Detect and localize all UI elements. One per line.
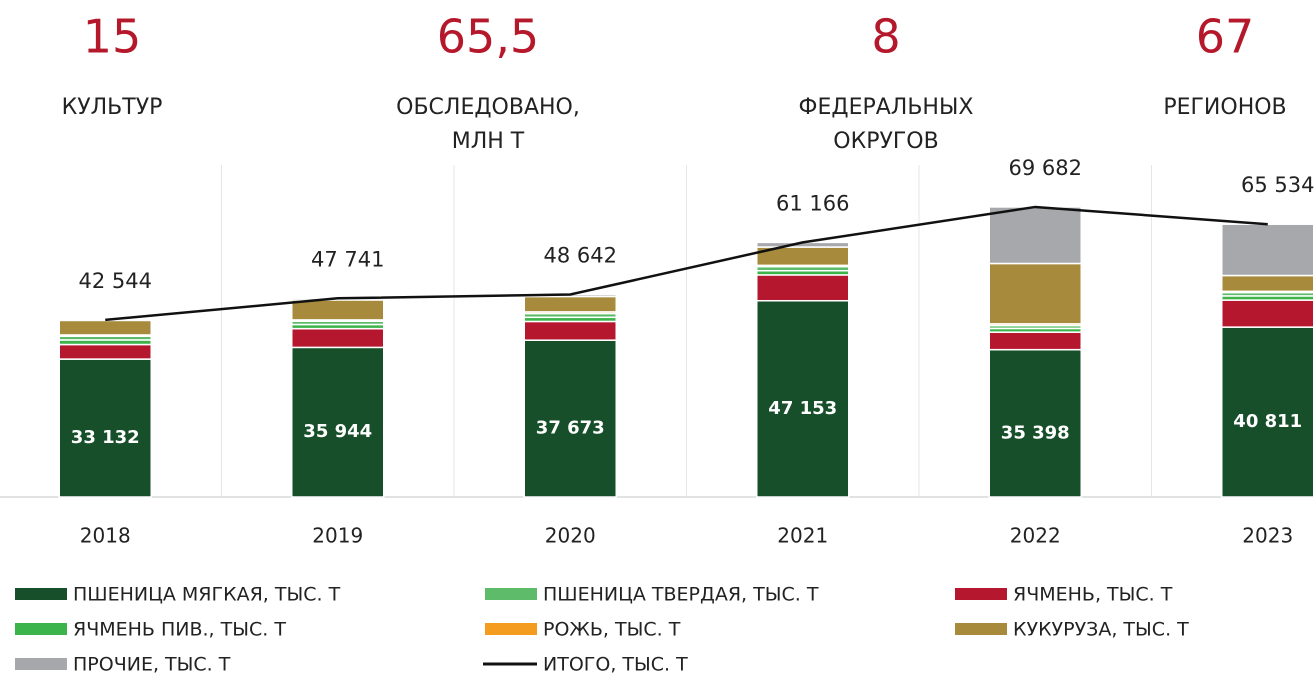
bar-segment (291, 299, 385, 321)
x-tick-label: 2022 (1010, 524, 1061, 548)
bar-segment (291, 327, 385, 349)
legend-swatch (955, 623, 1007, 635)
legend-label: ЯЧМЕНЬ ПИВ., ТЫС. Т (73, 619, 286, 641)
data-label: 40 811 (1233, 411, 1302, 432)
x-tick-label: 2019 (312, 524, 363, 548)
total-line (105, 205, 1268, 322)
stat-label: ФЕДЕРАЛЬНЫХ ОКРУГОВ (799, 95, 974, 154)
total-label: 61 166 (776, 191, 849, 215)
legend-label: ЯЧМЕНЬ, ТЫС. Т (1013, 584, 1173, 606)
bar-segment (58, 358, 152, 498)
legend-swatch (15, 658, 67, 670)
bar-segment (988, 331, 1082, 351)
x-tick-label: 2021 (777, 524, 828, 548)
stat-value: 65,5 (437, 10, 539, 64)
stat-value: 8 (871, 10, 900, 64)
legend-swatch (955, 588, 1007, 600)
x-tick-label: 2018 (80, 524, 131, 548)
total-label: 48 642 (544, 244, 617, 268)
legend-label: ПШЕНИЦА МЯГКАЯ, ТЫС. Т (73, 584, 341, 606)
data-label: 35 944 (303, 421, 372, 442)
legend-swatch (485, 623, 537, 635)
total-label: 42 544 (79, 269, 152, 293)
total-label: 47 741 (311, 247, 384, 271)
bar-segment (291, 346, 385, 498)
bar-segment (58, 319, 152, 336)
bar-segment (523, 339, 617, 498)
bar-segment (523, 295, 617, 313)
bar-segment (1221, 274, 1314, 293)
legend-label: ПШЕНИЦА ТВЕРДАЯ, ТЫС. Т (543, 584, 819, 606)
stat-value: 15 (83, 10, 142, 64)
stat-label: РЕГИОНОВ (1163, 95, 1286, 120)
legend-label: ИТОГО, ТЫС. Т (543, 654, 688, 673)
bar-segment (988, 262, 1082, 325)
data-label: 35 398 (1001, 422, 1070, 443)
bar-segment (58, 343, 152, 360)
x-tick-label: 2020 (545, 524, 596, 548)
x-tick-label: 2023 (1242, 524, 1293, 548)
stat-label: ОБСЛЕДОВАНО, МЛН Т (396, 95, 580, 154)
bar-segment (523, 320, 617, 341)
bar-segment (756, 274, 850, 302)
stat-label: КУЛЬТУР (62, 95, 163, 120)
total-label: 69 682 (1009, 156, 1082, 180)
legend-label: КУКУРУЗА, ТЫС. Т (1013, 619, 1189, 641)
data-label: 33 132 (71, 427, 140, 448)
legend-swatch (15, 588, 67, 600)
total-label: 65 534 (1241, 173, 1314, 197)
bar-segment (756, 299, 850, 498)
bar-segment (1221, 299, 1314, 328)
data-label: 47 153 (768, 398, 837, 419)
bar-segment (988, 206, 1082, 265)
legend-label: РОЖЬ, ТЫС. Т (543, 619, 681, 641)
bar-segment (1221, 223, 1314, 277)
legend-swatch (15, 623, 67, 635)
legend-swatch (485, 588, 537, 600)
data-label: 37 673 (536, 418, 605, 439)
bar-segment (988, 348, 1082, 498)
stat-value: 67 (1196, 10, 1255, 64)
legend-label: ПРОЧИЕ, ТЫС. Т (73, 654, 231, 673)
